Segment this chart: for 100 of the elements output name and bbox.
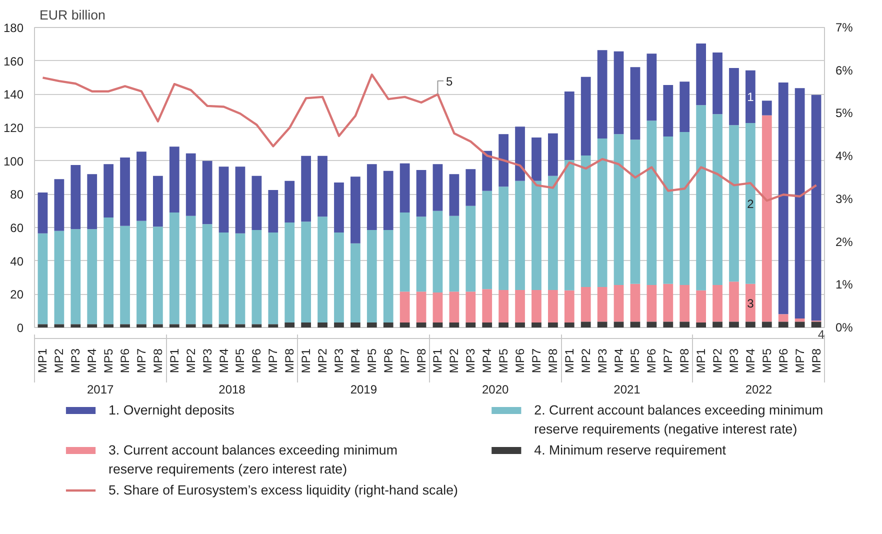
bar	[548, 290, 558, 322]
legend-label: 3. Current account balances exceeding minimum reserve requirements (zero interest rate)	[108, 442, 398, 476]
bar	[87, 174, 98, 230]
bar	[366, 322, 377, 328]
x-tick-label: MP8	[282, 348, 297, 374]
text: 2017	[86, 382, 114, 396]
bar	[432, 292, 443, 322]
bar	[580, 76, 591, 156]
bar	[680, 322, 690, 328]
bar	[416, 322, 426, 328]
y-tick-label: 60	[10, 221, 24, 235]
bar	[630, 140, 640, 284]
bar	[235, 166, 246, 234]
bar	[646, 322, 657, 328]
x-tick-label: MP3	[726, 348, 741, 374]
bar	[696, 44, 706, 106]
bar	[153, 176, 163, 227]
bar	[663, 136, 674, 284]
bar	[696, 322, 706, 328]
x-tick-label: MP7	[792, 348, 807, 374]
bar	[416, 216, 426, 292]
bar	[268, 324, 278, 328]
x-tick-label: MP8	[678, 348, 692, 374]
bar	[515, 126, 525, 181]
bar	[87, 324, 98, 328]
x-tick-label: MP2	[184, 348, 198, 374]
bar	[366, 230, 377, 322]
legend-label: 1. Overnight deposits	[108, 402, 235, 418]
bar	[630, 284, 640, 322]
bar	[532, 138, 542, 181]
x-tick-label: MP5	[364, 348, 379, 374]
bar	[38, 324, 48, 328]
bar	[696, 290, 706, 322]
x-tick-label: MP5	[760, 348, 774, 374]
legend-label: 5. Share of Eurosystem’s excess liquidity (right-hand scale)	[108, 482, 458, 498]
bar	[515, 322, 525, 328]
bar	[646, 120, 657, 285]
y-tick-label: 80	[10, 188, 24, 202]
y-tick-label: 160	[3, 54, 24, 68]
bar	[334, 322, 344, 328]
y2-tick-label: 5%	[836, 106, 854, 120]
bar	[712, 285, 722, 322]
x-tick-label: MP5	[102, 348, 116, 374]
bar	[794, 322, 805, 328]
bar	[482, 322, 492, 328]
bar	[334, 232, 344, 322]
x-tick-label: MP1	[562, 348, 576, 374]
bar	[169, 324, 180, 328]
bar	[416, 170, 426, 217]
text: 2021	[614, 382, 641, 396]
x-tick-label: MP4	[480, 348, 494, 374]
bar	[104, 164, 114, 218]
bar	[449, 174, 460, 216]
bar	[663, 284, 674, 322]
bar	[498, 186, 508, 290]
bar	[350, 176, 360, 244]
x-tick-label: MP3	[464, 348, 478, 374]
bar	[120, 158, 130, 226]
bar	[301, 222, 311, 322]
bar	[548, 322, 558, 328]
bar	[252, 176, 262, 230]
bar	[334, 182, 344, 232]
bar	[186, 153, 196, 216]
bar	[597, 138, 608, 287]
bar	[564, 290, 574, 322]
x-tick-label: MP4	[743, 348, 758, 374]
x-tick-label: MP8	[414, 348, 428, 374]
bar	[778, 314, 788, 322]
bar	[301, 322, 311, 328]
x-tick-label: MP7	[134, 348, 148, 374]
bar	[432, 210, 443, 292]
bar	[268, 190, 278, 232]
bar	[762, 322, 772, 328]
bar	[515, 180, 525, 290]
x-tick-label: MP3	[68, 348, 83, 374]
x-tick-label: MP1	[36, 348, 50, 374]
x-tick-label: MP1	[299, 348, 314, 374]
bar	[794, 88, 805, 318]
bar	[811, 322, 822, 328]
bar	[235, 324, 246, 328]
bar	[318, 216, 328, 322]
bar	[449, 292, 460, 322]
x-tick-label: MP6	[381, 348, 396, 374]
annotation: 5	[446, 74, 453, 88]
x-tick-label: MP2	[52, 348, 66, 374]
bar	[202, 324, 212, 328]
bar	[663, 85, 674, 136]
x-tick-label: MP2	[316, 348, 330, 374]
bar	[498, 134, 508, 187]
bar	[498, 322, 508, 328]
bar	[532, 322, 542, 328]
bar	[482, 289, 492, 322]
bar	[70, 324, 81, 328]
bar	[104, 218, 114, 324]
x-tick-label: MP8	[809, 348, 824, 374]
bar	[729, 322, 739, 328]
y2-tick-label: 3%	[836, 192, 854, 206]
x-tick-label: MP4	[612, 348, 626, 374]
bar	[252, 230, 262, 324]
bar	[136, 220, 146, 324]
